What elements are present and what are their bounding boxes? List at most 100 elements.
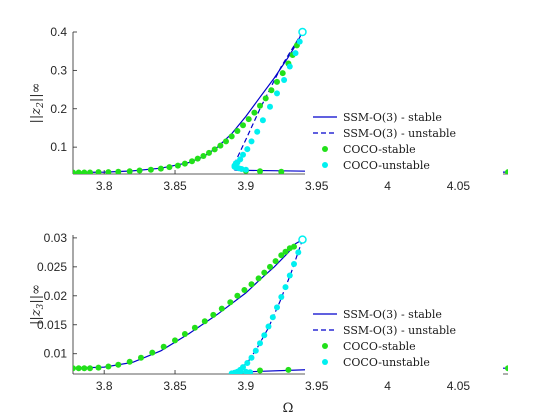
coco-unstable-point xyxy=(278,294,285,300)
coco-stable-point xyxy=(223,138,229,145)
ssm-unstable-line xyxy=(231,239,304,373)
coco-unstable-point xyxy=(254,128,261,135)
coco-stable-point xyxy=(210,311,217,318)
coco-stable-point xyxy=(126,168,133,174)
coco-stable-point xyxy=(211,146,218,153)
coco-stable-point xyxy=(172,337,178,344)
coco-stable-point xyxy=(240,122,246,129)
x-tick-label: 4 xyxy=(384,179,391,193)
coco-unstable-point xyxy=(291,261,297,267)
coco-stable-point xyxy=(75,365,82,372)
x-tick-label: 3.95 xyxy=(305,179,329,193)
coco-stable-point xyxy=(126,358,133,365)
legend-label: COCO-stable xyxy=(343,143,416,156)
y-axis-label: ||z2||∞ xyxy=(29,83,46,124)
coco-stable-point xyxy=(181,331,188,337)
coco-unstable-point xyxy=(248,138,255,145)
legend-coco-stable-swatch xyxy=(322,343,328,349)
x-tick-label: 3.95 xyxy=(305,379,329,393)
coco-stable-point xyxy=(227,299,234,306)
coco-stable-point xyxy=(95,364,102,371)
coco-stable-point xyxy=(201,318,208,325)
x-axis-label: Ω xyxy=(283,401,294,416)
coco-unstable-point xyxy=(244,360,251,366)
y-axis-label-end: ||∞ xyxy=(29,83,44,103)
coco-unstable-point xyxy=(244,146,251,153)
legend-box xyxy=(305,108,503,178)
coco-stable-point xyxy=(255,275,262,282)
coco-unstable-point xyxy=(252,347,259,354)
y-axis-label-subscript: 2 xyxy=(36,102,46,109)
coco-stable-point xyxy=(505,365,508,372)
coco-stable-point xyxy=(218,305,225,312)
coco-stable-point xyxy=(73,365,76,372)
coco-stable-point xyxy=(279,70,286,77)
coco-unstable-point xyxy=(237,369,244,374)
coco-stable-point xyxy=(75,169,82,174)
coco-stable-point xyxy=(149,349,156,356)
ssm-stable-line xyxy=(73,239,303,369)
ssm-stable-line xyxy=(73,31,304,174)
coco-unstable-point xyxy=(257,340,263,347)
legend-label: COCO-stable xyxy=(343,340,416,353)
coco-stable-point xyxy=(87,365,93,372)
coco-stable-point xyxy=(228,133,235,140)
y-tick-label: 0.1 xyxy=(50,140,67,154)
y-axis-label: ||z3||∞ xyxy=(29,284,46,325)
coco-unstable-point xyxy=(295,249,302,256)
coco-unstable-point xyxy=(282,284,289,291)
coco-stable-point xyxy=(282,248,289,255)
coco-unstable-point xyxy=(265,323,272,330)
coco-stable-point xyxy=(274,78,280,85)
fold-point-marker xyxy=(298,235,307,244)
x-tick-label: 4.05 xyxy=(447,179,471,193)
legend-coco-unstable-swatch xyxy=(322,162,328,168)
coco-unstable-point xyxy=(269,314,276,321)
y-tick-label: 0.3 xyxy=(50,63,67,77)
y-axis-label-subscript: 3 xyxy=(36,303,46,309)
legend-coco-unstable-swatch xyxy=(322,359,328,365)
coco-stable-point xyxy=(257,102,263,109)
coco-unstable-point xyxy=(274,304,280,311)
coco-unstable-point xyxy=(232,160,239,167)
x-tick-label: 4 xyxy=(384,379,391,393)
x-tick-label: 3.85 xyxy=(163,379,187,393)
coco-stable-point xyxy=(267,263,273,270)
coco-unstable-point xyxy=(259,117,266,124)
coco-stable-point xyxy=(234,128,241,134)
legend-label: SSM-O(3) - unstable xyxy=(343,324,456,337)
y-tick-label: 0.2 xyxy=(50,102,67,116)
coco-stable-point xyxy=(241,287,248,293)
coco-stable-point xyxy=(157,165,164,172)
coco-stable-point xyxy=(166,164,173,171)
coco-stable-point xyxy=(248,281,255,288)
legend-label: SSM-O(3) - unstable xyxy=(343,127,456,140)
legend-label: SSM-O(3) - stable xyxy=(343,308,442,321)
coco-stable-point xyxy=(136,167,143,174)
coco-stable-point xyxy=(147,166,154,173)
coco-stable-point xyxy=(189,158,195,165)
coco-unstable-point xyxy=(292,50,299,57)
y-tick-label: 0.03 xyxy=(44,231,68,245)
coco-stable-point xyxy=(206,149,212,156)
y-axis-label-base: ||z xyxy=(29,108,44,124)
fold-point-marker xyxy=(298,27,307,37)
coco-stable-point xyxy=(95,169,102,174)
coco-stable-point xyxy=(138,354,144,361)
coco-stable-point xyxy=(115,168,122,174)
y-tick-label: 0.025 xyxy=(37,260,67,274)
coco-stable-point xyxy=(194,155,201,162)
x-tick-label: 4.05 xyxy=(447,379,471,393)
coco-stable-point xyxy=(291,243,297,250)
y-tick-label: 0.02 xyxy=(44,289,68,303)
coco-stable-point xyxy=(505,169,508,174)
coco-stable-point xyxy=(285,366,292,373)
coco-unstable-point xyxy=(296,38,303,45)
coco-stable-point xyxy=(87,169,93,174)
legend-coco-stable-swatch xyxy=(322,146,328,152)
coco-stable-point xyxy=(245,116,252,123)
x-tick-label: 3.9 xyxy=(238,379,255,393)
coco-unstable-point xyxy=(242,166,249,173)
coco-unstable-point xyxy=(274,90,280,97)
